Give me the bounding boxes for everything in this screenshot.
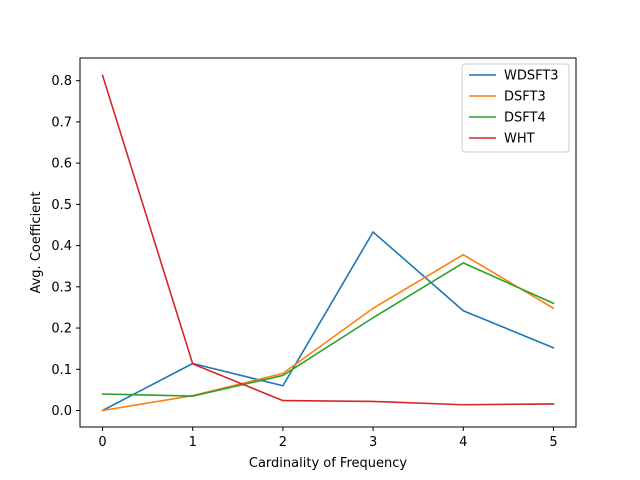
- x-axis-label: Cardinality of Frequency: [249, 456, 408, 471]
- y-tick-label: 0.8: [51, 74, 72, 89]
- x-tick-label: 1: [189, 435, 197, 450]
- y-tick-label: 0.3: [51, 280, 72, 295]
- y-tick-label: 0.2: [51, 322, 72, 337]
- legend-label-dsft3: DSFT3: [504, 90, 546, 105]
- series-line-wht: [101, 74, 555, 406]
- y-tick-label: 0.6: [51, 157, 72, 172]
- plot-frame: [79, 57, 577, 428]
- plot-marks: [101, 74, 555, 412]
- y-tick-label: 0.1: [51, 363, 72, 378]
- y-axis-label: Avg. Coefficient: [29, 191, 44, 293]
- y-tick-label: 0.5: [51, 198, 72, 213]
- series-line-wdsft3: [101, 231, 555, 412]
- legend-label-wht: WHT: [504, 132, 535, 147]
- x-tick-label: 4: [459, 435, 467, 450]
- x-tick-label: 3: [369, 435, 377, 450]
- x-tick-label: 2: [279, 435, 287, 450]
- y-tick-label: 0.0: [51, 404, 72, 419]
- x-tick-label: 0: [98, 435, 106, 450]
- series-line-dsft3: [101, 253, 555, 412]
- legend-label-dsft4: DSFT4: [504, 111, 546, 126]
- legend-box: [461, 63, 570, 153]
- y-tick-label: 0.7: [51, 115, 72, 130]
- axis-ticks: 0 1 2 3 4 5 0.0 0.1 0.2 0.3 0.4 0.5 0.6 0.7 0.8: [51, 74, 557, 450]
- y-tick-label: 0.4: [51, 239, 72, 254]
- series-line-dsft4: [101, 262, 555, 397]
- legend: WDSFT3 DSFT3 DSFT4 WHT: [461, 63, 570, 153]
- legend-label-wdsft3: WDSFT3: [504, 69, 559, 84]
- x-tick-label: 5: [549, 435, 557, 450]
